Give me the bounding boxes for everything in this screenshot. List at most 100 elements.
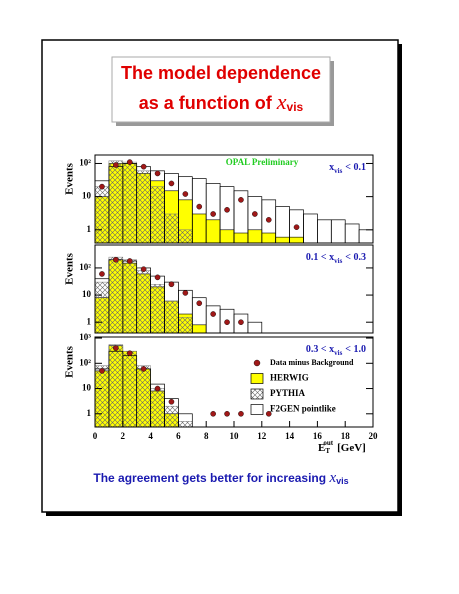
legend-swatch bbox=[250, 388, 264, 400]
label-pre: 0.1 < bbox=[306, 252, 327, 263]
title-line1: The model dependence bbox=[121, 63, 321, 83]
histogram-bin bbox=[261, 232, 276, 243]
label-sub: vis bbox=[334, 257, 342, 265]
data-point bbox=[168, 398, 175, 405]
histogram-bin bbox=[136, 170, 151, 243]
histogram-bin bbox=[178, 421, 193, 427]
annotation: OPAL Preliminary bbox=[226, 157, 299, 167]
histogram-bin bbox=[95, 365, 110, 427]
plot-frame bbox=[94, 154, 374, 244]
data-point bbox=[293, 224, 300, 230]
histogram-bin bbox=[233, 232, 249, 243]
y-tick-label: 10² bbox=[79, 357, 91, 367]
x-axis-label: ETout [GeV] bbox=[318, 439, 366, 455]
x-tick-label: 4 bbox=[148, 431, 153, 441]
histogram-bin bbox=[150, 388, 165, 427]
y-axis-label: Events bbox=[64, 345, 76, 378]
histogram-bin bbox=[95, 281, 110, 333]
x-tick-label: 12 bbox=[257, 431, 267, 441]
data-point bbox=[238, 410, 244, 417]
plot bbox=[95, 256, 263, 333]
y-tick-label: 10 bbox=[82, 383, 92, 393]
histogram-bin bbox=[164, 405, 179, 427]
histogram-bin bbox=[95, 186, 110, 243]
x-tick-label: 14 bbox=[285, 431, 295, 441]
histogram-bin bbox=[164, 300, 179, 333]
data-point bbox=[168, 281, 175, 288]
histogram-bin bbox=[150, 284, 165, 333]
data-point bbox=[99, 271, 105, 277]
legend-marker bbox=[253, 359, 261, 367]
data-point bbox=[224, 319, 230, 326]
histogram-bin bbox=[108, 256, 124, 333]
y-tick-label: 1 bbox=[87, 224, 92, 234]
data-point bbox=[140, 366, 147, 372]
histogram-bin bbox=[247, 229, 263, 243]
legend-label: F2GEN pointlike bbox=[270, 404, 336, 414]
y-axis-label: Events bbox=[64, 252, 76, 285]
data-point bbox=[113, 256, 119, 263]
histogram-bin bbox=[108, 344, 124, 427]
data-point bbox=[126, 350, 133, 357]
histogram-bin bbox=[136, 270, 151, 333]
y-axis-label: Events bbox=[64, 162, 76, 195]
label-var: x bbox=[329, 162, 334, 173]
legend-label: Data minus Background bbox=[270, 358, 354, 367]
plot bbox=[95, 159, 373, 243]
label-post: < 1.0 bbox=[345, 344, 366, 355]
x-tick-label: 10 bbox=[230, 431, 240, 441]
data-point bbox=[126, 258, 133, 264]
data-point bbox=[224, 410, 230, 417]
data-point bbox=[238, 319, 244, 326]
histogram-bin bbox=[219, 229, 235, 243]
label-post: < 0.1 bbox=[345, 162, 366, 173]
histogram-bin bbox=[164, 213, 179, 243]
panel-label: xvis < 0.1 bbox=[329, 162, 366, 174]
data-point bbox=[154, 274, 161, 281]
data-point bbox=[113, 345, 119, 351]
legend-swatch bbox=[250, 404, 264, 415]
y-tick-label: 10³ bbox=[79, 332, 91, 342]
data-point bbox=[182, 191, 189, 197]
histogram-bin bbox=[275, 236, 290, 243]
data-point bbox=[210, 410, 216, 417]
data-point bbox=[140, 163, 147, 170]
label-var: x bbox=[329, 344, 334, 355]
data-point bbox=[168, 180, 175, 187]
title-box bbox=[111, 56, 331, 123]
histogram-bin bbox=[122, 161, 137, 243]
plot-frame bbox=[94, 244, 374, 334]
y-tick-label: 10 bbox=[82, 191, 92, 201]
data-point bbox=[140, 266, 147, 272]
x-tick-label: 6 bbox=[176, 431, 181, 441]
histogram-bin bbox=[122, 350, 137, 427]
data-point bbox=[265, 217, 272, 223]
legend-label: PYTHIA bbox=[270, 388, 306, 398]
x-tick-label: 2 bbox=[121, 431, 126, 441]
histogram-bin bbox=[178, 413, 193, 427]
x-tick-label: 16 bbox=[313, 431, 323, 441]
legend-label: HERWIG bbox=[270, 373, 309, 383]
plot bbox=[95, 344, 272, 427]
footer: The agreement gets better for increasing… bbox=[93, 470, 348, 486]
data-point bbox=[154, 170, 161, 177]
data-point bbox=[113, 162, 119, 168]
label-pre: 0.3 < bbox=[306, 344, 327, 355]
panel-label: 0.1 < xvis < 0.3 bbox=[306, 252, 366, 264]
label-post: < 0.3 bbox=[345, 252, 366, 263]
data-point bbox=[196, 203, 203, 210]
title-line2: as a function of xvis bbox=[139, 89, 304, 114]
x-tick-label: 20 bbox=[369, 431, 379, 441]
label-sub: vis bbox=[334, 167, 342, 175]
y-tick-label: 10² bbox=[79, 262, 91, 272]
x-tick-label: 18 bbox=[341, 431, 351, 441]
data-point bbox=[238, 197, 244, 203]
histogram-bin bbox=[150, 186, 165, 243]
data-point bbox=[99, 183, 105, 190]
y-tick-label: 1 bbox=[87, 316, 92, 326]
data-point bbox=[154, 385, 161, 392]
histogram-bin bbox=[122, 259, 137, 333]
y-tick-label: 10² bbox=[79, 158, 91, 168]
histogram-bin bbox=[136, 365, 151, 427]
data-point bbox=[224, 207, 230, 213]
